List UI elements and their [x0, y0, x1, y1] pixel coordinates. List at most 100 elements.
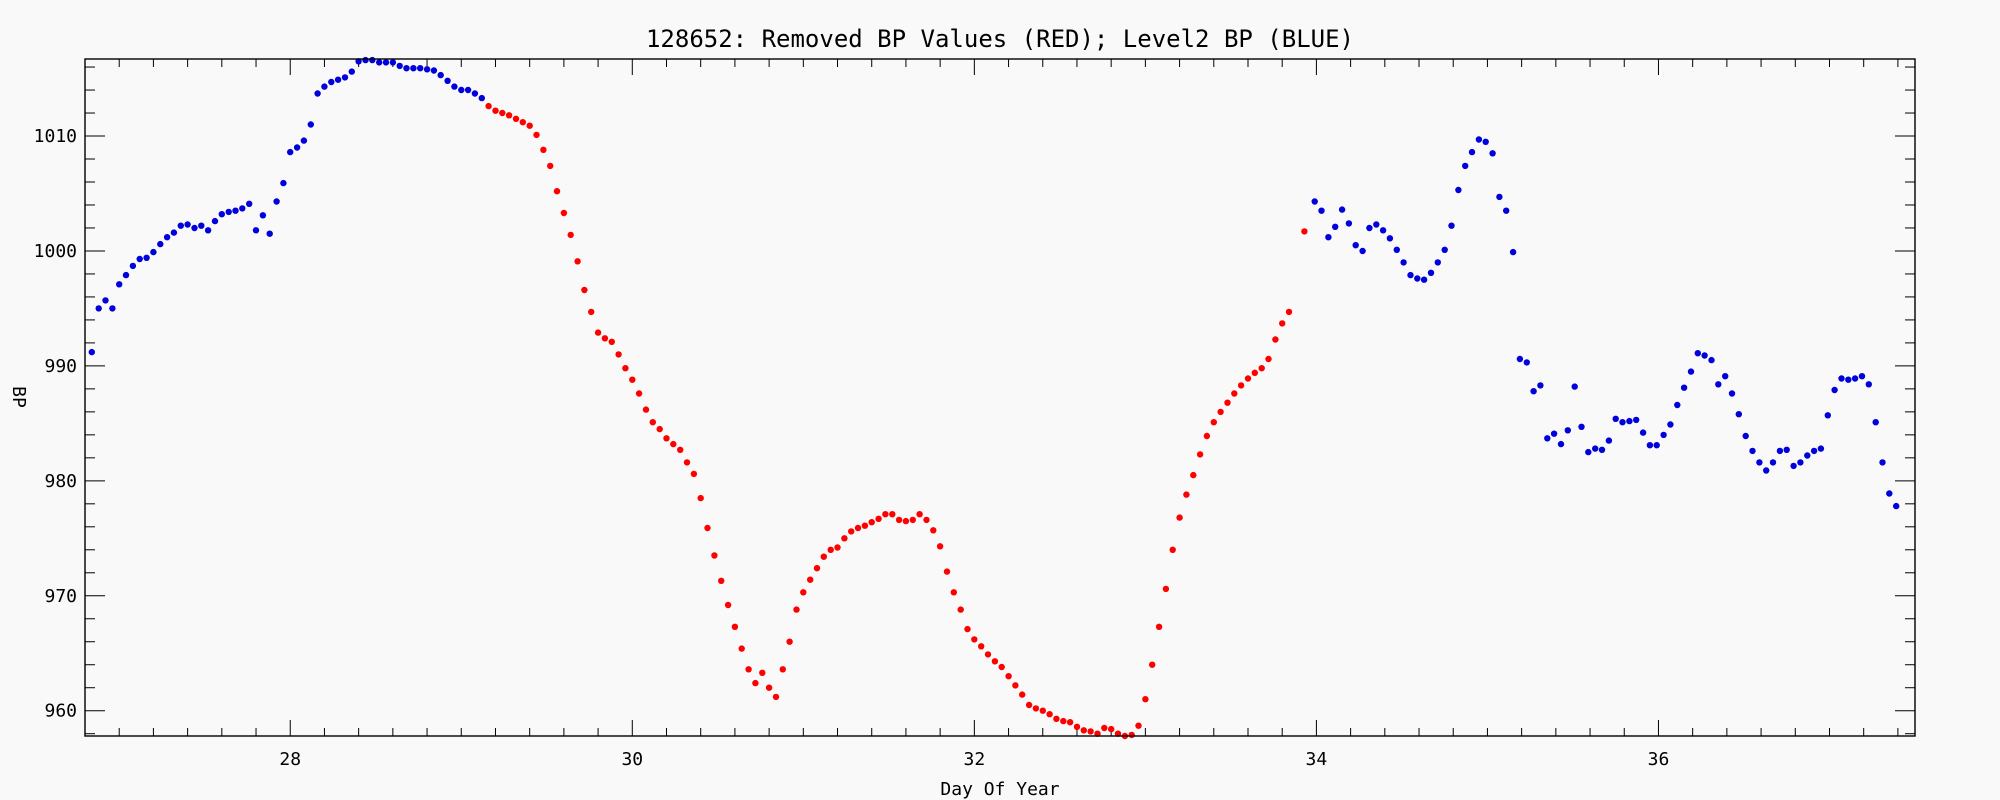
level2-bp-point — [1523, 359, 1531, 366]
level2-bp-point — [314, 90, 321, 97]
level2-bp-point — [1544, 435, 1551, 442]
level2-bp-point — [451, 83, 458, 90]
removed-bp-point — [1128, 731, 1135, 739]
level2-bp-point — [471, 90, 479, 97]
level2-bp-point — [1893, 502, 1900, 510]
removed-bp-point — [1155, 623, 1163, 630]
removed-bp-point — [827, 546, 834, 553]
removed-bp-point — [834, 544, 841, 551]
level2-bp-point — [109, 305, 116, 312]
removed-bp-point — [1080, 727, 1088, 734]
removed-bp-point — [718, 577, 725, 584]
level2-bp-point — [204, 227, 212, 234]
removed-bp-point — [1285, 308, 1293, 316]
removed-bp-point — [895, 516, 903, 524]
removed-bp-point — [1251, 369, 1259, 376]
level2-bp-point — [1427, 269, 1435, 276]
removed-bp-point — [492, 107, 499, 114]
removed-bp-point — [629, 376, 636, 383]
level2-bp-point — [1468, 148, 1476, 156]
level2-bp-point — [157, 240, 164, 248]
removed-bp-point — [786, 638, 793, 645]
level2-bp-point — [1728, 390, 1736, 397]
removed-bp-point — [943, 568, 951, 575]
removed-bp-point — [574, 258, 581, 265]
removed-bp-point — [1019, 691, 1026, 698]
removed-bp-point — [1279, 320, 1286, 327]
removed-bp-point — [1005, 673, 1012, 680]
level2-bp-point — [1865, 381, 1873, 388]
level2-bp-point — [1646, 442, 1654, 449]
x-tick-label: 36 — [1648, 749, 1670, 770]
level2-bp-point — [1804, 452, 1811, 459]
level2-bp-point — [1639, 429, 1647, 436]
removed-bp-point — [841, 535, 848, 542]
level2-bp-point — [184, 221, 191, 228]
level2-bp-point — [218, 211, 225, 218]
level2-bp-point — [1509, 248, 1517, 256]
level2-bp-point — [1475, 136, 1483, 143]
removed-bp-point — [485, 102, 492, 110]
removed-bp-point — [540, 146, 547, 153]
removed-bp-point — [1203, 432, 1211, 440]
removed-bp-point — [1176, 514, 1183, 521]
level2-bp-point — [1633, 416, 1640, 424]
removed-bp-point — [1237, 382, 1245, 389]
removed-bp-point — [800, 589, 807, 596]
level2-bp-point — [1503, 207, 1510, 214]
removed-bp-point — [991, 658, 999, 665]
level2-bp-point — [1742, 432, 1749, 440]
level2-bp-point — [259, 212, 267, 219]
level2-bp-point — [1557, 440, 1565, 448]
level2-bp-point — [1448, 222, 1455, 229]
level2-bp-point — [1598, 446, 1606, 453]
level2-bp-point — [423, 66, 431, 73]
removed-bp-point — [807, 576, 814, 583]
level2-bp-point — [444, 77, 451, 85]
removed-bp-point — [745, 666, 752, 673]
level2-bp-point — [1455, 186, 1462, 194]
removed-bp-point — [608, 338, 615, 345]
level2-bp-point — [1612, 415, 1619, 422]
removed-bp-point — [916, 511, 923, 518]
removed-bp-point — [560, 209, 568, 217]
level2-bp-point — [1858, 373, 1866, 380]
removed-bp-point — [1217, 408, 1224, 416]
level2-bp-point — [1722, 373, 1729, 380]
x-tick-label: 32 — [964, 749, 986, 770]
level2-bp-point — [287, 148, 294, 156]
level2-bp-point — [1838, 375, 1845, 382]
level2-bp-point — [1325, 234, 1332, 241]
level2-bp-point — [1749, 447, 1756, 455]
level2-bp-point — [211, 217, 219, 225]
level2-bp-point — [102, 297, 109, 304]
removed-bp-point — [588, 308, 595, 316]
removed-bp-point — [793, 606, 800, 613]
level2-bp-point — [1571, 383, 1578, 390]
level2-bp-point — [321, 83, 328, 90]
x-tick-label: 28 — [279, 749, 301, 770]
level2-bp-point — [334, 76, 342, 83]
level2-bp-point — [410, 65, 417, 72]
level2-bp-point — [1790, 462, 1797, 470]
removed-bp-point — [704, 524, 711, 532]
level2-bp-point — [1516, 355, 1524, 363]
level2-bp-point — [328, 78, 335, 86]
y-tick-label: 990 — [44, 356, 77, 377]
removed-bp-point — [1272, 336, 1279, 343]
level2-bp-point — [1694, 350, 1702, 357]
removed-bp-point — [738, 645, 745, 652]
level2-bp-point — [129, 262, 137, 270]
level2-bp-point — [1400, 259, 1407, 266]
level2-bp-point — [417, 65, 424, 72]
level2-bp-point — [1605, 437, 1613, 444]
level2-bp-point — [239, 205, 246, 212]
removed-bp-point — [1210, 419, 1218, 426]
removed-bp-point — [690, 470, 698, 478]
level2-bp-point — [191, 224, 198, 232]
removed-bp-point — [854, 524, 862, 532]
level2-bp-point — [1482, 138, 1489, 145]
level2-bp-point — [1537, 382, 1544, 389]
removed-bp-point — [1039, 707, 1047, 714]
